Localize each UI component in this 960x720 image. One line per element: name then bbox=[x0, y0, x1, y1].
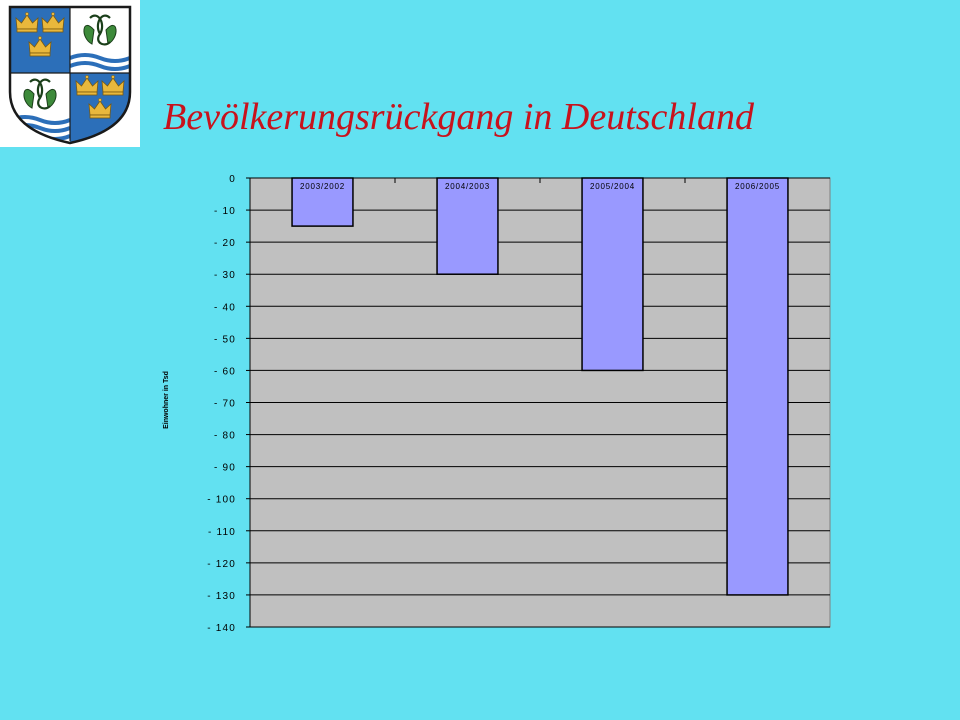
y-tick-label: - 60 bbox=[214, 366, 236, 377]
y-tick-label: - 40 bbox=[214, 302, 236, 313]
bar-chart: Einwohner in Tsd 0 - 10 - 20 - 30 - 40 - 50 - … bbox=[150, 168, 850, 638]
y-tick-label: - 140 bbox=[207, 623, 236, 634]
y-tick-label: - 100 bbox=[207, 495, 236, 506]
y-tick-label: - 90 bbox=[214, 463, 236, 474]
y-tick-label: - 50 bbox=[214, 334, 236, 345]
y-tick-label: - 130 bbox=[207, 591, 236, 602]
bar bbox=[291, 177, 354, 227]
category-label: 2006/2005 bbox=[735, 182, 780, 191]
coat-of-arms-icon bbox=[8, 5, 132, 145]
category-label: 2004/2003 bbox=[445, 182, 490, 191]
slide-title: Bevölkerungsrückgang in Deutschland bbox=[163, 96, 754, 138]
category-label: 2003/2002 bbox=[300, 182, 345, 191]
bar bbox=[726, 177, 789, 596]
y-tick-label: - 20 bbox=[214, 238, 236, 249]
bar bbox=[581, 177, 644, 372]
y-tick-label: - 110 bbox=[208, 527, 236, 538]
bar-chart-svg: Einwohner in Tsd 0 - 10 - 20 - 30 - 40 - 50 - … bbox=[163, 174, 831, 634]
y-tick-label: - 120 bbox=[207, 559, 236, 570]
y-tick-label: 0 bbox=[229, 174, 236, 185]
y-tick-label: - 80 bbox=[214, 431, 236, 442]
category-label: 2005/2004 bbox=[590, 182, 635, 191]
y-tick-label: - 30 bbox=[214, 270, 236, 281]
bar bbox=[436, 177, 499, 275]
y-tick-label: - 70 bbox=[214, 399, 236, 410]
coat-of-arms-logo bbox=[0, 0, 140, 147]
y-axis-title: Einwohner in Tsd bbox=[163, 371, 170, 429]
y-tick-label: - 10 bbox=[214, 206, 236, 217]
